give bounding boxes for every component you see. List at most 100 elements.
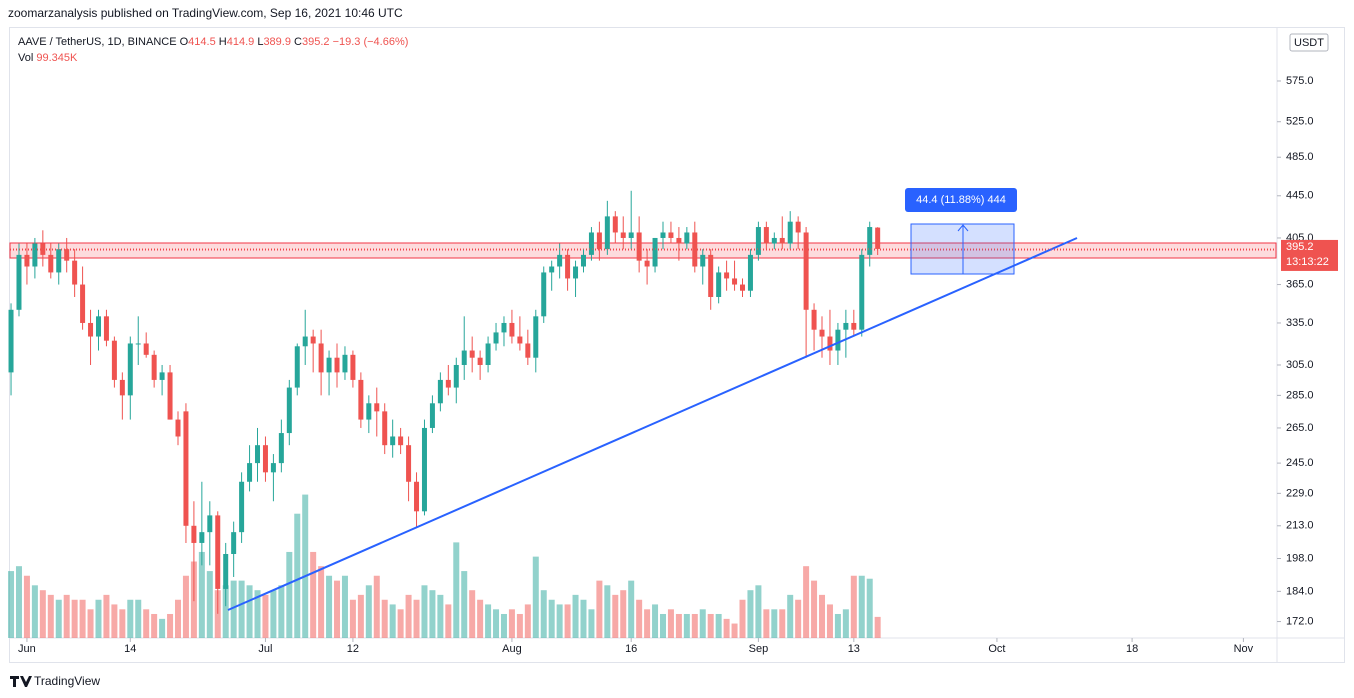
volume-bar [858,575,865,638]
volume-bar [389,604,396,638]
logo [10,676,32,687]
volume-bar [381,599,388,638]
candle-body [636,232,642,261]
y-tick-label: 575.0 [1286,75,1314,87]
candle-body [851,322,857,330]
volume-legend: Vol 99.345K [18,52,78,64]
y-tick-label: 445.0 [1286,190,1314,202]
measure-label-box [905,188,1017,212]
candle-body [334,357,340,373]
volume-bar [174,599,181,638]
volume-bar [532,556,539,638]
legend-key: H [219,36,227,48]
volume-bar [707,613,714,638]
volume-bar [47,594,54,638]
volume-bar [238,580,245,638]
y-tick-label: 172.0 [1286,615,1314,627]
volume-bar [652,604,659,638]
volume-bar [341,575,348,638]
candle-body [294,346,300,388]
volume-bar [715,613,722,638]
candle-body [803,232,809,310]
candle-body [366,403,372,420]
volume-bar [445,604,452,638]
volume-bar [779,609,786,638]
y-tick-label: 305.0 [1286,359,1314,371]
volume-bar [485,604,492,638]
volume-bar [8,571,15,638]
candle-body [445,379,451,388]
candle-body [533,316,539,358]
candle-body [72,260,78,285]
candle-body [620,232,626,238]
candle-body [111,340,117,380]
candle-body [151,354,157,380]
candle-body [382,411,388,446]
volume-bar [326,575,333,638]
candle-body [628,232,634,238]
candle-body [278,433,284,464]
candle-body [843,322,849,330]
volume-bar [771,609,778,638]
x-tick-label: 14 [124,643,136,655]
candle-body [183,411,189,526]
currency[interactable]: USDT [1294,37,1324,49]
candle-body [119,379,125,396]
candle-body [835,329,841,351]
candle-body [437,379,443,404]
candle-body [103,316,109,341]
volume-bar [79,599,86,638]
volume-bar [731,623,738,638]
trend-line [227,237,1078,611]
volume-bar [508,609,515,638]
candle-body [453,364,459,388]
legend-change: −19.3 (−4.66%) [333,36,409,48]
candle-body [223,554,229,589]
y-tick-label: 198.0 [1286,552,1314,564]
candle-body [175,419,181,437]
candle-body [56,249,62,273]
candle-body [859,254,865,330]
candle-body [32,243,38,267]
footer: TradingView [10,674,100,688]
volume-bar [787,594,794,638]
candle-body [350,354,356,380]
volume-bar [55,599,62,638]
volume-bar [222,585,229,638]
volume-bar [493,609,500,638]
candle-body [755,227,761,255]
candle-body [318,343,324,373]
volume-bar [413,599,420,638]
volume-bar [405,594,412,638]
candle-body [135,343,141,345]
candle-body [747,254,753,291]
volume-bar [691,613,698,638]
x-tick-label: Jun [18,643,36,655]
volume-bar [524,604,531,638]
x-tick-label: 13 [848,643,860,655]
legend-key: O [180,36,189,48]
volume-bar [318,566,325,638]
candle-body [557,254,563,267]
volume-bar [453,542,460,638]
x-tick-label: 12 [347,643,359,655]
volume-bar [302,494,309,638]
volume-bar [23,575,30,638]
candle-body [421,427,427,512]
y-tick-label: 213.0 [1286,520,1314,532]
y-tick-label: 485.0 [1286,151,1314,163]
volume-bar [365,585,372,638]
candle-body [668,232,674,238]
volume-bar [874,616,881,638]
volume-bar [119,609,126,638]
currency-badge[interactable] [1289,33,1329,52]
y-tick-label: 265.0 [1286,422,1314,434]
x-tick-label: Sep [749,643,769,655]
volume-bar [151,613,158,638]
volume-bar [548,599,555,638]
y-tick-label: 245.0 [1286,457,1314,469]
candle-body [374,403,380,412]
volume-bar [675,613,682,638]
volume-bar [477,599,484,638]
volume-bar [572,594,579,638]
